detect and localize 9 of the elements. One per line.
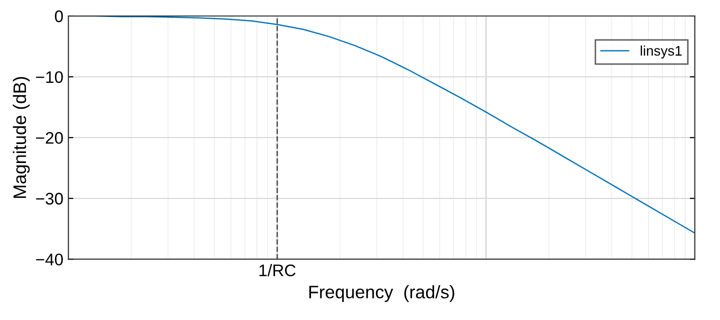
y-tick-label: −10 — [36, 71, 63, 84]
y-axis-title: Magnitude (dB) — [12, 76, 30, 198]
y-tick-label: −40 — [36, 254, 63, 266]
y-tick-label: 0 — [54, 10, 63, 22]
x-tick-label: 1/RC — [259, 264, 296, 276]
y-tick-label: −30 — [36, 192, 63, 205]
y-tick-label: −20 — [36, 132, 63, 144]
legend-label: linsys1 — [640, 46, 682, 58]
x-axis-title: Frequency (rad/s) — [309, 285, 454, 302]
